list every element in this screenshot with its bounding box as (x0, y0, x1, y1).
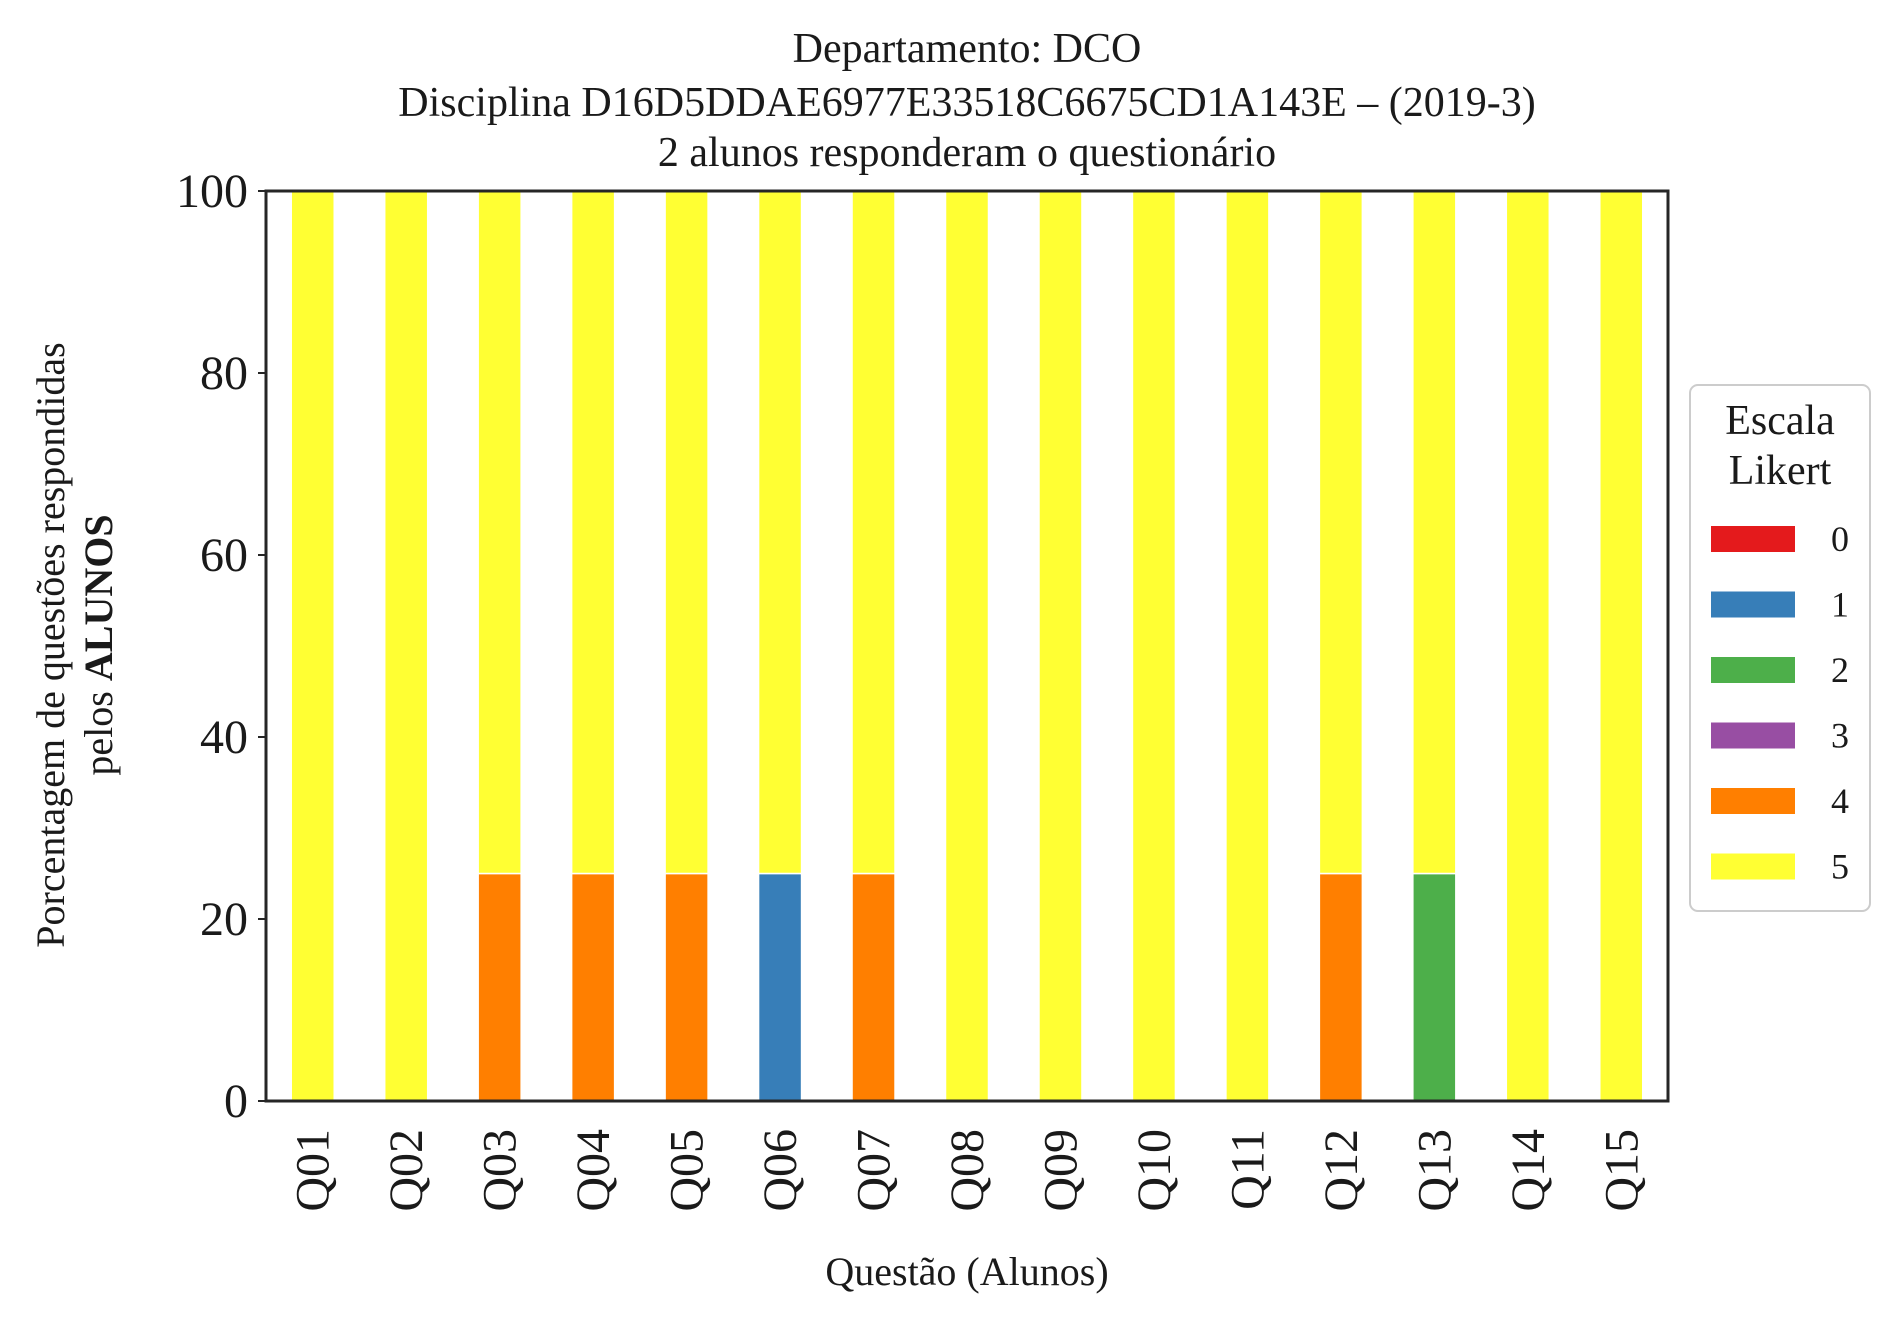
legend: Escala Likert 0 1 2 3 4 5 (1689, 384, 1871, 912)
bar-Q05-likert-4 (664, 872, 709, 1102)
x-axis-ticks: Q01 Q02 Q03 Q04 Q05 Q06 Q07 Q08 Q09 Q10 Q11 Q12 Q13 Q… (287, 1129, 1649, 1212)
y-axis-label: Porcentagem de questões respondidas pelo… (28, 342, 121, 947)
bar-Q14-likert-5 (1505, 190, 1551, 1102)
title-line-1: Departamento: DCO (793, 26, 1142, 72)
legend-label-3: 3 (1831, 716, 1849, 756)
bar-Q06-likert-5 (757, 190, 803, 875)
bar-Q02-likert-5 (383, 190, 429, 1102)
x-tick-label-Q15: Q15 (1595, 1129, 1648, 1212)
title-line-3: 2 alunos responderam o questionário (658, 130, 1276, 176)
bar-Q07-likert-5 (851, 190, 896, 875)
bar-Q15-likert-5 (1599, 190, 1644, 1102)
y-tick-label: 20 (200, 893, 248, 946)
legend-title-line-1: Escala (1725, 398, 1835, 444)
x-tick-label-Q14: Q14 (1502, 1129, 1555, 1212)
y-tick-label: 80 (200, 347, 248, 400)
bars-layer (290, 190, 1644, 1102)
bar-Q01-likert-5 (290, 190, 335, 1102)
bar-Q07-likert-4 (851, 872, 896, 1102)
x-tick-label-Q10: Q10 (1128, 1129, 1181, 1212)
y-axis-label-bold: ALUNOS (76, 514, 121, 681)
bar-Q04-likert-4 (570, 872, 616, 1102)
legend-swatch-5 (1711, 853, 1795, 880)
legend-swatch-0 (1711, 526, 1795, 552)
bar-Q06-likert-1 (757, 872, 803, 1102)
bar-Q12-likert-5 (1318, 190, 1364, 875)
bar-Q11-likert-5 (1225, 190, 1270, 1102)
legend-label-4: 4 (1831, 781, 1849, 821)
x-tick-label-Q01: Q01 (287, 1129, 340, 1212)
x-tick-label-Q02: Q02 (380, 1129, 433, 1212)
legend-label-1: 1 (1831, 585, 1849, 625)
y-axis-label-prefix: pelos (76, 681, 121, 775)
bar-Q03-likert-4 (477, 872, 522, 1102)
x-tick-label-Q11: Q11 (1221, 1129, 1274, 1210)
bar-Q08-likert-5 (944, 190, 990, 1102)
bar-Q12-likert-4 (1318, 872, 1364, 1102)
plot-frame (264, 189, 1670, 1103)
bar-Q10-likert-5 (1131, 190, 1177, 1102)
y-tick-label: 100 (176, 165, 248, 218)
bar-Q05-likert-5 (664, 190, 709, 875)
bar-Q04-likert-5 (570, 190, 616, 875)
legend-title-line-2: Likert (1729, 448, 1832, 494)
y-tick-label: 60 (200, 529, 248, 582)
y-axis-label-line-2: pelos ALUNOS (76, 514, 121, 775)
legend-label-0: 0 (1831, 519, 1849, 559)
y-axis-ticks: 0 20 40 60 80 100 (176, 165, 266, 1128)
bar-Q13-likert-5 (1412, 190, 1457, 875)
y-tick-label: 0 (224, 1075, 248, 1128)
bar-Q13-likert-2 (1412, 872, 1457, 1102)
y-axis-label-line-1: Porcentagem de questões respondidas (28, 342, 73, 947)
legend-box (1689, 384, 1871, 912)
legend-swatch-3 (1711, 722, 1795, 749)
x-tick-label-Q08: Q08 (941, 1129, 994, 1212)
x-tick-label-Q04: Q04 (567, 1129, 620, 1212)
x-tick-label-Q09: Q09 (1034, 1129, 1087, 1212)
title-line-2: Disciplina D16D5DDAE6977E33518C6675CD1A1… (398, 80, 1535, 126)
x-tick-label-Q07: Q07 (848, 1129, 901, 1212)
bar-Q03-likert-5 (477, 190, 522, 875)
legend-label-2: 2 (1831, 650, 1849, 690)
legend-swatch-4 (1711, 788, 1795, 814)
legend-items: 0 1 2 3 4 5 (1711, 519, 1849, 887)
chart-title: Departamento: DCO Disciplina D16D5DDAE69… (398, 26, 1535, 176)
legend-swatch-2 (1711, 657, 1795, 683)
y-tick-label: 40 (200, 711, 248, 764)
x-tick-label-Q05: Q05 (661, 1129, 714, 1212)
x-tick-label-Q03: Q03 (474, 1129, 527, 1212)
x-tick-label-Q12: Q12 (1315, 1129, 1368, 1212)
bar-Q09-likert-5 (1038, 190, 1083, 1102)
x-tick-label-Q06: Q06 (754, 1129, 807, 1212)
x-tick-label-Q13: Q13 (1408, 1129, 1461, 1212)
x-axis-label: Questão (Alunos) (825, 1249, 1108, 1294)
legend-label-5: 5 (1831, 847, 1849, 887)
legend-swatch-1 (1711, 591, 1795, 618)
